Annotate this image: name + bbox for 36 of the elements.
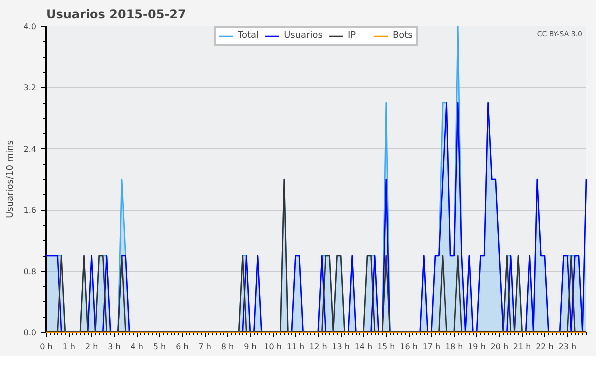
x-tick-label: 11 h xyxy=(286,342,305,352)
x-tick-label: 19 h xyxy=(468,342,486,352)
x-tick-label: 10 h xyxy=(264,342,282,352)
chart-title: Usuarios 2015-05-27 xyxy=(46,8,186,22)
x-tick-label: 16 h xyxy=(400,342,418,352)
x-tick-label: 4 h xyxy=(130,342,144,352)
x-tick-label: 22 h xyxy=(536,342,554,352)
x-tick-label: 15 h xyxy=(377,342,396,352)
x-tick-label: 17 h xyxy=(422,342,441,352)
x-tick-label: 8 h xyxy=(221,342,234,352)
x-tick-label: 3 h xyxy=(108,342,121,352)
x-tick-label: 21 h xyxy=(513,342,532,352)
y-tick-label: 0.0 xyxy=(24,328,37,338)
x-tick-label: 14 h xyxy=(354,342,373,352)
x-tick-label: 6 h xyxy=(176,342,189,352)
legend-label: Bots xyxy=(392,31,413,41)
y-tick-label: 2.4 xyxy=(24,144,37,154)
legend-label: Usuarios xyxy=(284,31,323,41)
x-tick-label: 12 h xyxy=(309,342,328,352)
x-tick-label: 13 h xyxy=(332,342,350,352)
x-tick-label: 1 h xyxy=(62,342,76,352)
x-tick-label: 20 h xyxy=(490,342,509,352)
y-tick-label: 0.8 xyxy=(24,267,37,276)
y-tick-label: 4.0 xyxy=(24,22,37,32)
x-tick-label: 5 h xyxy=(153,342,166,352)
x-tick-label: 2 h xyxy=(85,342,98,352)
x-tick-label: 0 h xyxy=(40,342,53,352)
legend-label: Total xyxy=(238,31,260,41)
x-tick-label: 18 h xyxy=(445,342,464,352)
x-tick-label: 7 h xyxy=(198,342,212,352)
legend-label: IP xyxy=(348,31,358,41)
x-tick-label: 9 h xyxy=(244,342,257,352)
x-tick-label: 23 h xyxy=(558,342,577,352)
y-axis-title: Usuarios/10 mins xyxy=(6,140,16,218)
y-tick-label: 1.6 xyxy=(24,206,37,216)
y-tick-label: 3.2 xyxy=(24,84,37,93)
